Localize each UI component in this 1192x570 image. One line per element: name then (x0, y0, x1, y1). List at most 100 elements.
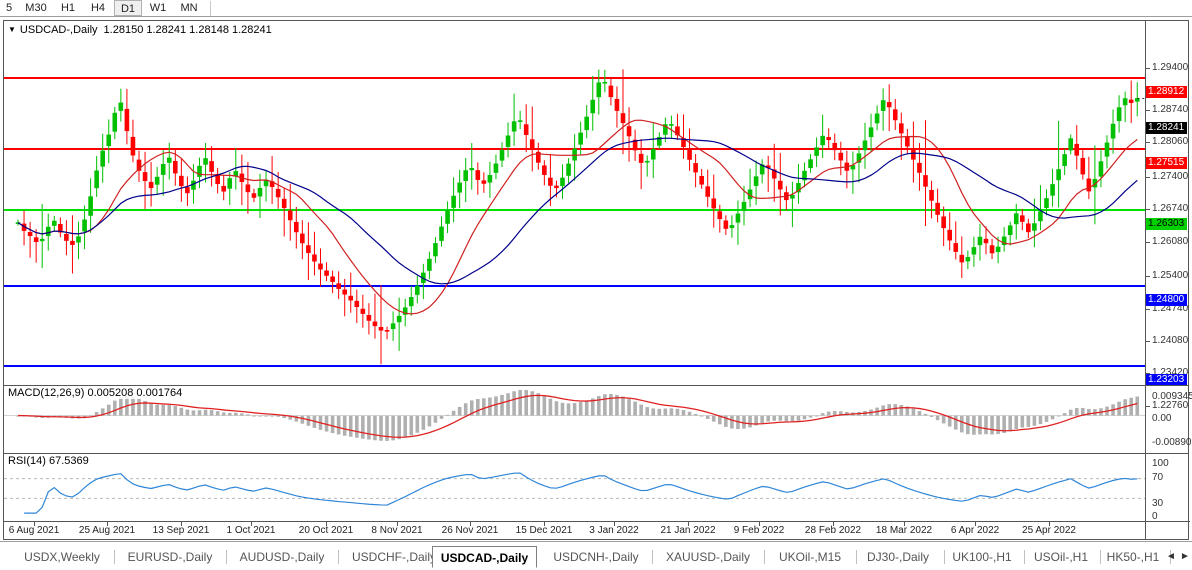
candle-body (166, 157, 172, 163)
candle-body (275, 188, 281, 198)
candle-body (995, 246, 1001, 253)
candle-body (650, 149, 656, 160)
macd-bar (342, 415, 347, 436)
rsi-pane[interactable]: RSI(14) 67.5369 (4, 453, 1147, 521)
macd-bar (597, 395, 601, 416)
timeframe-button-m30[interactable]: M30 (25, 2, 47, 14)
macd-bar (675, 408, 680, 416)
timeframe-button-w1[interactable]: W1 (149, 2, 167, 14)
tab-scroll-right-icon[interactable]: ► (1180, 551, 1190, 562)
candle-body (227, 178, 233, 189)
price-pane[interactable] (4, 21, 1147, 385)
candle-body (112, 112, 118, 132)
candle-body (281, 198, 287, 209)
tab-scroll-left-icon[interactable]: ◄ (1166, 551, 1176, 562)
candle-body (1134, 98, 1140, 102)
macd-bar (808, 415, 813, 418)
date-axis: 6 Aug 2021 25 Aug 2021 13 Sep 2021 1 Oct 20… (4, 521, 1190, 539)
macd-pane[interactable]: MACD(12,26,9) 0.005208 0.001764 (4, 385, 1147, 453)
price-tick-label: 1.22760 (1152, 400, 1189, 411)
macd-bar (258, 415, 262, 417)
candle-body (439, 226, 444, 241)
macd-signal-line (17, 394, 1138, 438)
timeframe-button-h1[interactable]: H1 (60, 2, 76, 14)
candle-body (505, 135, 511, 147)
macd-bar (119, 397, 123, 416)
macd-bar (367, 415, 371, 440)
macd-bar (415, 415, 420, 433)
collapse-triangle-icon[interactable]: ▼ (8, 25, 16, 34)
macd-bar (802, 415, 807, 420)
macd-bar (500, 394, 504, 416)
candle-body (330, 276, 335, 282)
macd-bar (530, 391, 535, 416)
candle-body (663, 124, 668, 135)
price-scale[interactable]: 1.29400 1.28740 1.28060 1.27400 1.26740 1.260… (1145, 21, 1192, 539)
date-label: 13 Sep 2021 (152, 525, 210, 536)
rsi-tick-label: 70 (1152, 472, 1164, 483)
candle-body (39, 238, 45, 242)
macd-tick-label: -0.00890 (1152, 437, 1192, 448)
macd-bar (766, 415, 770, 422)
macd-bar (421, 415, 426, 430)
chart-tab-uk100h1[interactable]: UK100-,H1 (952, 550, 1012, 564)
candle-body (620, 113, 626, 124)
macd-bar (246, 414, 250, 416)
macd-bar (1062, 413, 1067, 416)
macd-bar (960, 415, 964, 433)
candle-body (372, 321, 378, 327)
timeframe-button-mn[interactable]: MN (180, 2, 198, 14)
candle-body (602, 81, 608, 84)
timeframe-button-h4[interactable]: H4 (90, 2, 106, 14)
candle-body (251, 193, 257, 198)
chart-tab-ukoilm15[interactable]: UKOil-,M15 (778, 550, 841, 564)
candle-body (517, 120, 523, 122)
macd-bar (161, 404, 165, 416)
date-label: 25 Aug 2021 (78, 525, 136, 536)
candle-body (705, 186, 711, 197)
chart-tab-bar: USDX,Weekly EURUSD-,Daily AUDUSD-,Daily USD… (0, 541, 1192, 570)
macd-bar (173, 406, 178, 416)
macd-bar (482, 398, 486, 416)
chart-tab-eurusddaily[interactable]: EURUSD-,Daily (127, 550, 213, 564)
candle-body (723, 220, 729, 229)
chart-tab-dj30daily[interactable]: DJ30-,Daily (866, 550, 929, 564)
candle-body (1110, 123, 1116, 139)
scale-tick (1146, 110, 1150, 111)
chart-tab-usdcnhdaily[interactable]: USDCNH-,Daily (553, 550, 639, 564)
macd-bar (603, 394, 607, 416)
chart-tab-audusddaily[interactable]: AUDUSD-,Daily (239, 550, 325, 564)
candle-body (348, 295, 354, 301)
tab-separator (338, 550, 339, 564)
chart-tab-hk50h1[interactable]: HK50-,H1 (1106, 550, 1160, 564)
candle-body (209, 161, 214, 172)
candle-body (808, 159, 813, 169)
candle-body (197, 165, 202, 177)
price-tick-label: 1.25400 (1152, 270, 1189, 281)
candle-body (862, 140, 868, 151)
timeframe-button-d1[interactable]: D1 (114, 0, 142, 16)
candle-body (566, 163, 571, 176)
macd-bar (820, 413, 825, 416)
chart-tab-usoilh1[interactable]: USOil-,H1 (1033, 550, 1088, 564)
macd-bar (742, 415, 746, 429)
chart-tab-usdxweekly[interactable]: USDX,Weekly (24, 550, 100, 564)
macd-bar (1032, 415, 1037, 426)
chart-tab-usdchfdaily[interactable]: USDCHF-,Daily (352, 550, 436, 564)
candle-body (481, 180, 487, 184)
macd-bar (615, 394, 619, 416)
macd-bar (1074, 408, 1079, 416)
candle-body (1038, 211, 1043, 222)
price-tag-1.27515: 1.27515 (1146, 157, 1187, 169)
tab-separator (226, 550, 227, 564)
macd-bar (935, 415, 940, 421)
macd-bar (536, 393, 541, 416)
scale-tick (1146, 309, 1150, 310)
candle-body (300, 233, 305, 244)
macd-bar (524, 390, 528, 416)
candle-body (366, 315, 372, 321)
chart-tab-xauusddaily[interactable]: XAUUSD-,Daily (665, 550, 750, 564)
chart-tab-usdcaddaily[interactable]: USDCAD-,Daily (432, 546, 537, 568)
timeframe-button-5[interactable]: 5 (5, 2, 13, 14)
price-tick-label: 1.26080 (1152, 236, 1189, 247)
